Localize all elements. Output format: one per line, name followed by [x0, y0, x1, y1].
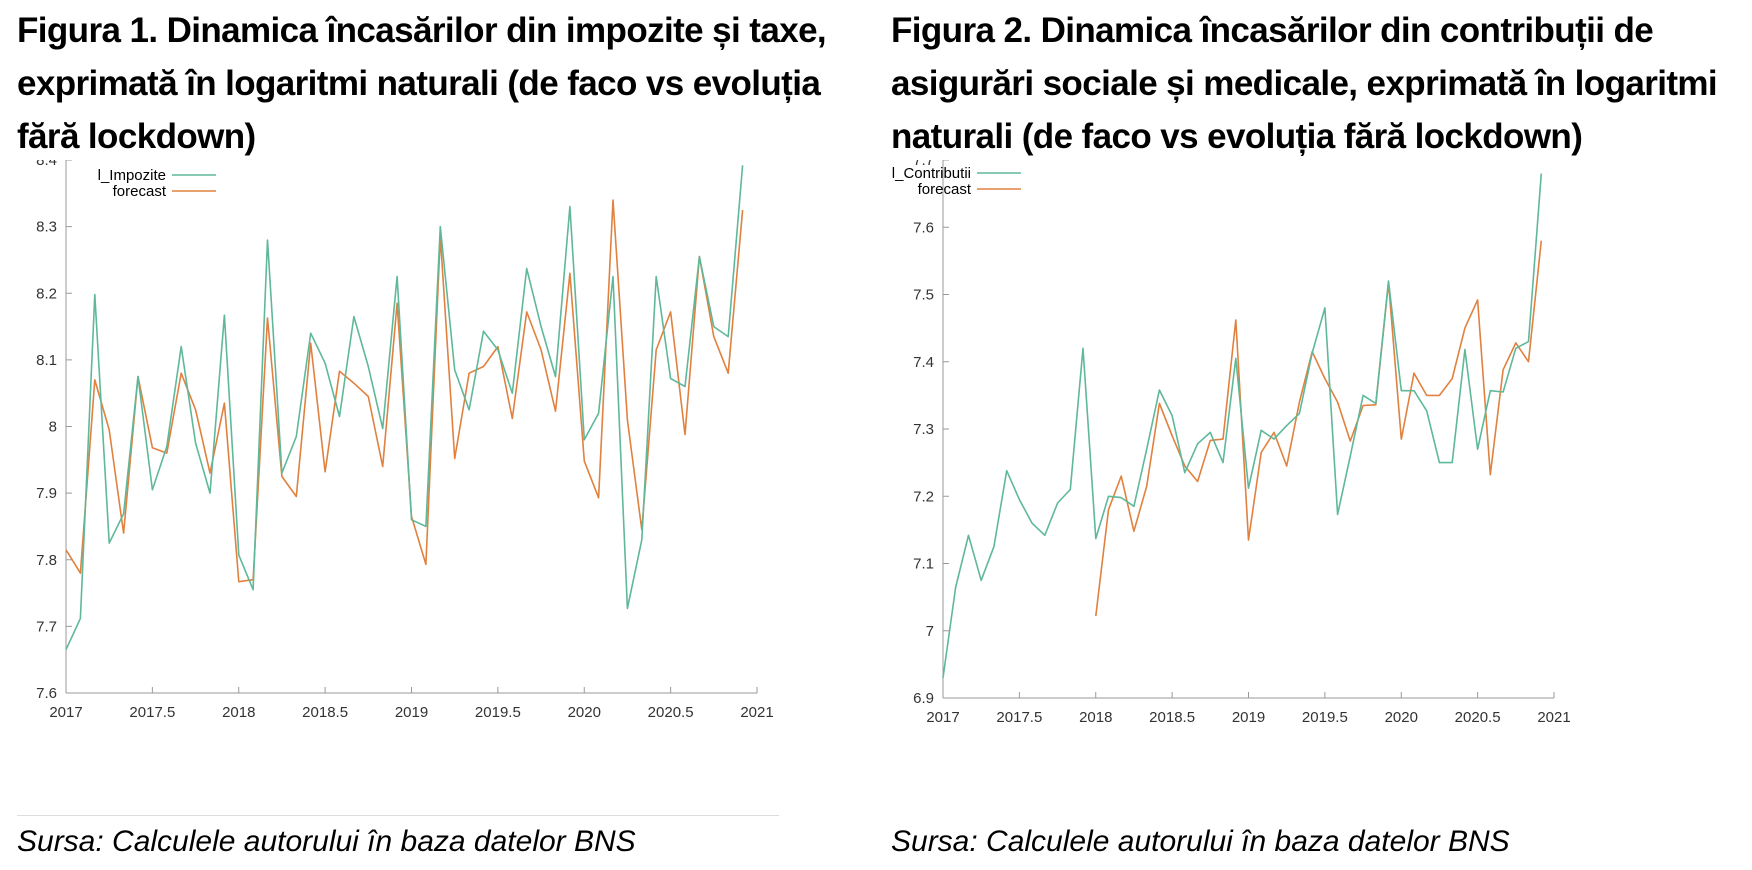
figure-2-x-tick-label: 2017	[926, 709, 959, 726]
figure-2-x-tick-label: 2019.5	[1302, 709, 1348, 726]
figure-1-y-tick-label: 8.1	[36, 352, 57, 369]
figure-1-y-tick-label: 8.3	[36, 219, 57, 236]
figure-1-y-tick-label: 7.7	[36, 618, 57, 635]
figure-1-x-tick-label: 2019.5	[475, 704, 521, 721]
figure-1-y-tick-label: 8.2	[36, 285, 57, 302]
figure-2-y-tick-label: 6.9	[913, 690, 934, 707]
figure-2-y-tick-label: 7.4	[913, 354, 934, 371]
figure-1-y-tick-label: 7.6	[36, 685, 57, 702]
figure-2-chart: 6.9 7 7.1 7.2 7.3 7.4 7.5 7.6 7.7 2017 2017.5 2018 2…	[892, 160, 1571, 726]
figure-2-panel: Figura 2. Dinamica încasărilor din contr…	[876, 0, 1752, 870]
figure-2-y-tick-label: 7.6	[913, 219, 934, 236]
figure-1-x-tick-label: 2018	[222, 704, 255, 721]
figure-1-x-tick-label: 2017	[49, 704, 82, 721]
figure-2-y-tick-label: 7.7	[913, 160, 934, 169]
figure-1-x-tick-label: 2017.5	[129, 704, 175, 721]
figure-2-series-line-actual	[942, 173, 1543, 678]
figure-1-series-line-actual	[65, 165, 744, 651]
figure-2-title: Figura 2. Dinamica încasărilor din contr…	[891, 11, 1718, 156]
figure-1-x-tick-label: 2020	[568, 704, 601, 721]
figure-1-x-tick-label: 2021	[740, 704, 773, 721]
figure-2-source: Sursa: Calculele autorului în baza datel…	[891, 825, 1510, 858]
figure-1-x-tick-label: 2018.5	[302, 704, 348, 721]
figure-2-y-tick-label: 7	[926, 623, 934, 640]
figure-2-x-tick-label: 2019	[1232, 709, 1265, 726]
figure-2-y-tick-label: 7.5	[913, 287, 934, 304]
figure-1-legend-label-forecast: forecast	[113, 183, 167, 200]
figure-1-x-tick-label: 2020.5	[648, 704, 694, 721]
figure-2-x-tick-label: 2018	[1079, 709, 1112, 726]
figure-2-x-tick-label: 2017.5	[996, 709, 1042, 726]
figure-1-y-tick-label: 7.8	[36, 552, 57, 569]
figure-1-y-tick-label: 8	[49, 419, 57, 436]
figure-1-x-tick-label: 2019	[395, 704, 428, 721]
figure-2-y-tick-label: 7.2	[913, 488, 934, 505]
figure-1-legend-label-actual: l_Impozite	[98, 167, 166, 184]
figure-1-chart: 7.6 7.7 7.8 7.9 8 8.1 8.2 8.3 8.4 2017 2017.5 2018 2…	[36, 160, 774, 721]
figure-1-source: Sursa: Calculele autorului în baza datel…	[17, 825, 636, 858]
figure-1-divider	[17, 815, 779, 816]
figure-1-title: Figura 1. Dinamica încasărilor din impoz…	[17, 11, 827, 156]
figure-1-y-tick-label: 7.9	[36, 485, 57, 502]
figure-1-panel: Figura 1. Dinamica încasărilor din impoz…	[17, 11, 827, 858]
figure-2-x-tick-label: 2020	[1385, 709, 1418, 726]
figure-2-series-line-forecast	[1095, 240, 1543, 617]
figure-2-x-tick-label: 2021	[1537, 709, 1570, 726]
figure-2-x-tick-label: 2020.5	[1455, 709, 1501, 726]
figure-2-y-tick-label: 7.1	[913, 556, 934, 573]
figure-2-y-tick-label: 7.3	[913, 421, 934, 438]
figure-2-x-tick-label: 2018.5	[1149, 709, 1195, 726]
figure-2-legend-label-forecast: forecast	[918, 181, 972, 198]
figure-1-y-tick-label: 8.4	[36, 160, 57, 169]
figure-2-legend-label-actual: l_Contributii	[892, 165, 971, 182]
